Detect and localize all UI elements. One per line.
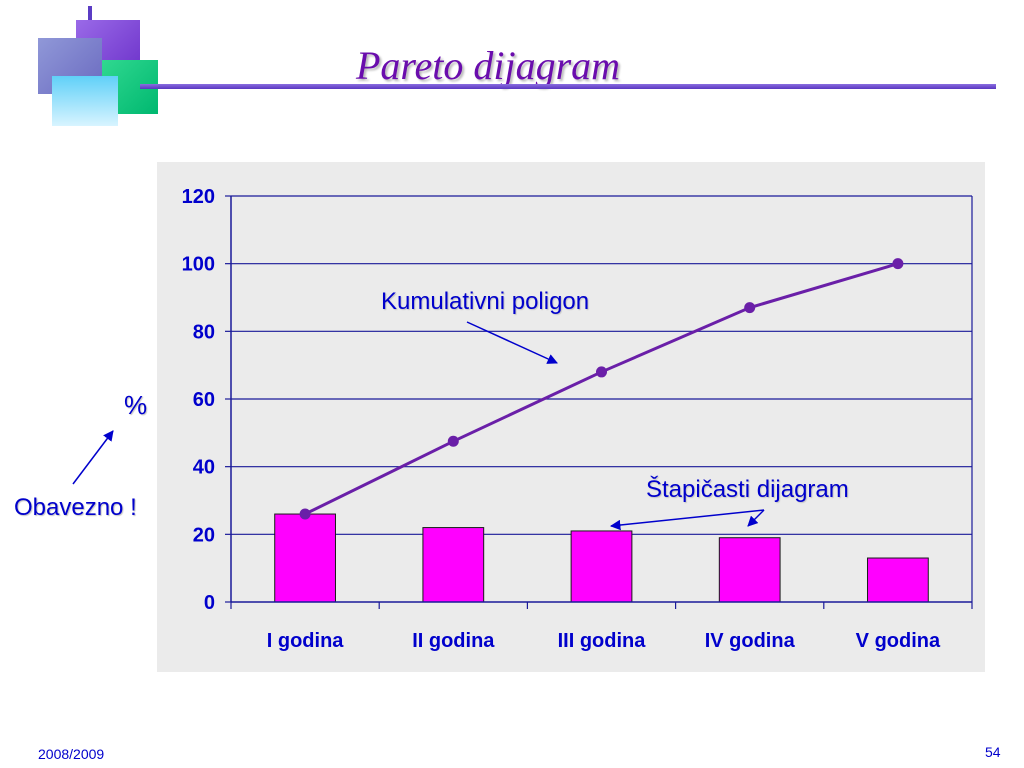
title-underline [140, 84, 996, 89]
footer-year: 2008/2009 [38, 746, 105, 762]
bar-1 [274, 513, 336, 603]
x-tick-label: IV godina [705, 630, 796, 652]
cumulative-polygon-label: Kumulativni poligon [381, 288, 590, 315]
cumulative-point-5 [892, 258, 904, 270]
page-number: 54 [985, 744, 1001, 760]
chart-area: 0 20 40 60 80 100 120 I godina II godina III godi… [157, 162, 985, 672]
y-tick-label: 80 [193, 321, 215, 343]
bar-5 [867, 557, 929, 603]
percent-label: % [124, 390, 148, 420]
cumulative-point-3 [596, 366, 607, 378]
bar-chart-label: Štapičasti dijagram [646, 476, 849, 503]
y-tick-label: 20 [193, 524, 215, 546]
y-tick-label: 120 [182, 186, 215, 208]
cumulative-point-4 [744, 302, 756, 314]
slide-title: Pareto dijagram [356, 43, 621, 88]
bar-4 [718, 537, 781, 603]
bar-2 [422, 527, 485, 603]
pareto-chart: 0 20 40 60 80 100 120 I godina II godina III godi… [182, 186, 973, 652]
x-tick-label: III godina [558, 630, 647, 652]
bar-3 [570, 530, 633, 603]
x-tick-label: V godina [856, 630, 941, 652]
y-tick-label: 60 [193, 389, 215, 411]
y-tick-label: 100 [182, 254, 215, 276]
cumulative-point-2 [447, 435, 459, 447]
x-tick-label: I godina [267, 630, 345, 652]
mandatory-label: Obavezno ! [14, 494, 137, 521]
mandatory-arrow [72, 430, 114, 485]
y-tick-label: 40 [193, 457, 215, 479]
decor-square-cyan [52, 76, 118, 126]
y-tick-label: 0 [204, 592, 215, 614]
cumulative-point-1 [299, 508, 311, 520]
x-tick-label: II godina [412, 630, 495, 652]
